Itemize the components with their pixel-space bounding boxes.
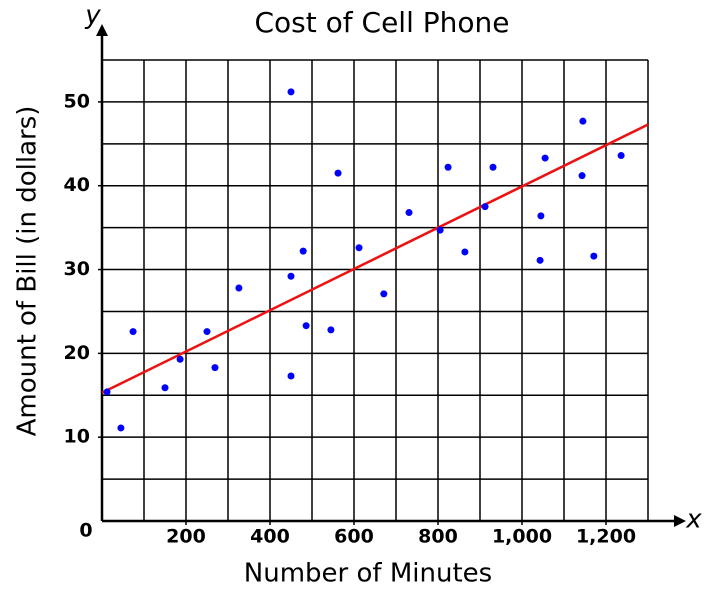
x-tick-label: 1,000 [492,526,552,548]
x-tick-label: 1,200 [576,526,636,548]
y-tick-label: 40 [64,174,90,196]
data-point [461,248,469,256]
data-point [481,203,489,211]
data-point [129,328,137,336]
trend-line [101,123,649,394]
data-point [302,322,310,330]
data-point [299,247,307,255]
origin-label: 0 [79,520,92,542]
data-point [536,256,544,264]
data-point [334,169,342,177]
data-point [176,355,184,363]
y-tick-label: 50 [64,90,90,112]
data-point [578,172,586,180]
y-tick-label: 20 [64,342,90,364]
data-point [537,212,545,220]
x-axis-arrow [674,515,686,527]
data-point [327,326,335,334]
y-axis-name: y [84,1,101,31]
x-tick-label: 600 [334,526,374,548]
data-point [579,117,587,125]
data-point [287,88,295,96]
data-point [444,163,452,171]
data-point [617,152,625,160]
y-tick-label: 10 [64,426,90,448]
data-point [161,384,169,392]
x-axis-name: x [685,505,702,535]
data-point [489,163,497,171]
data-point [541,154,549,162]
data-point [590,252,598,260]
data-point [287,272,295,280]
data-point [235,284,243,292]
data-point [436,226,444,234]
data-point [380,290,388,298]
y-axis-label: Amount of Bill (in dollars) [13,106,43,437]
y-tick-label: 30 [64,258,90,280]
x-tick-label: 400 [250,526,290,548]
data-point [117,424,125,432]
data-point [355,244,363,252]
data-point [287,372,295,380]
x-axis-label: Number of Minutes [244,559,492,589]
x-tick-label: 200 [166,526,206,548]
y-axis-arrow [96,24,108,36]
chart-title: Cost of Cell Phone [254,6,509,39]
data-point [203,328,211,336]
x-tick-label: 800 [418,526,458,548]
data-point [405,209,413,217]
data-point [103,388,111,396]
data-point [211,364,219,372]
